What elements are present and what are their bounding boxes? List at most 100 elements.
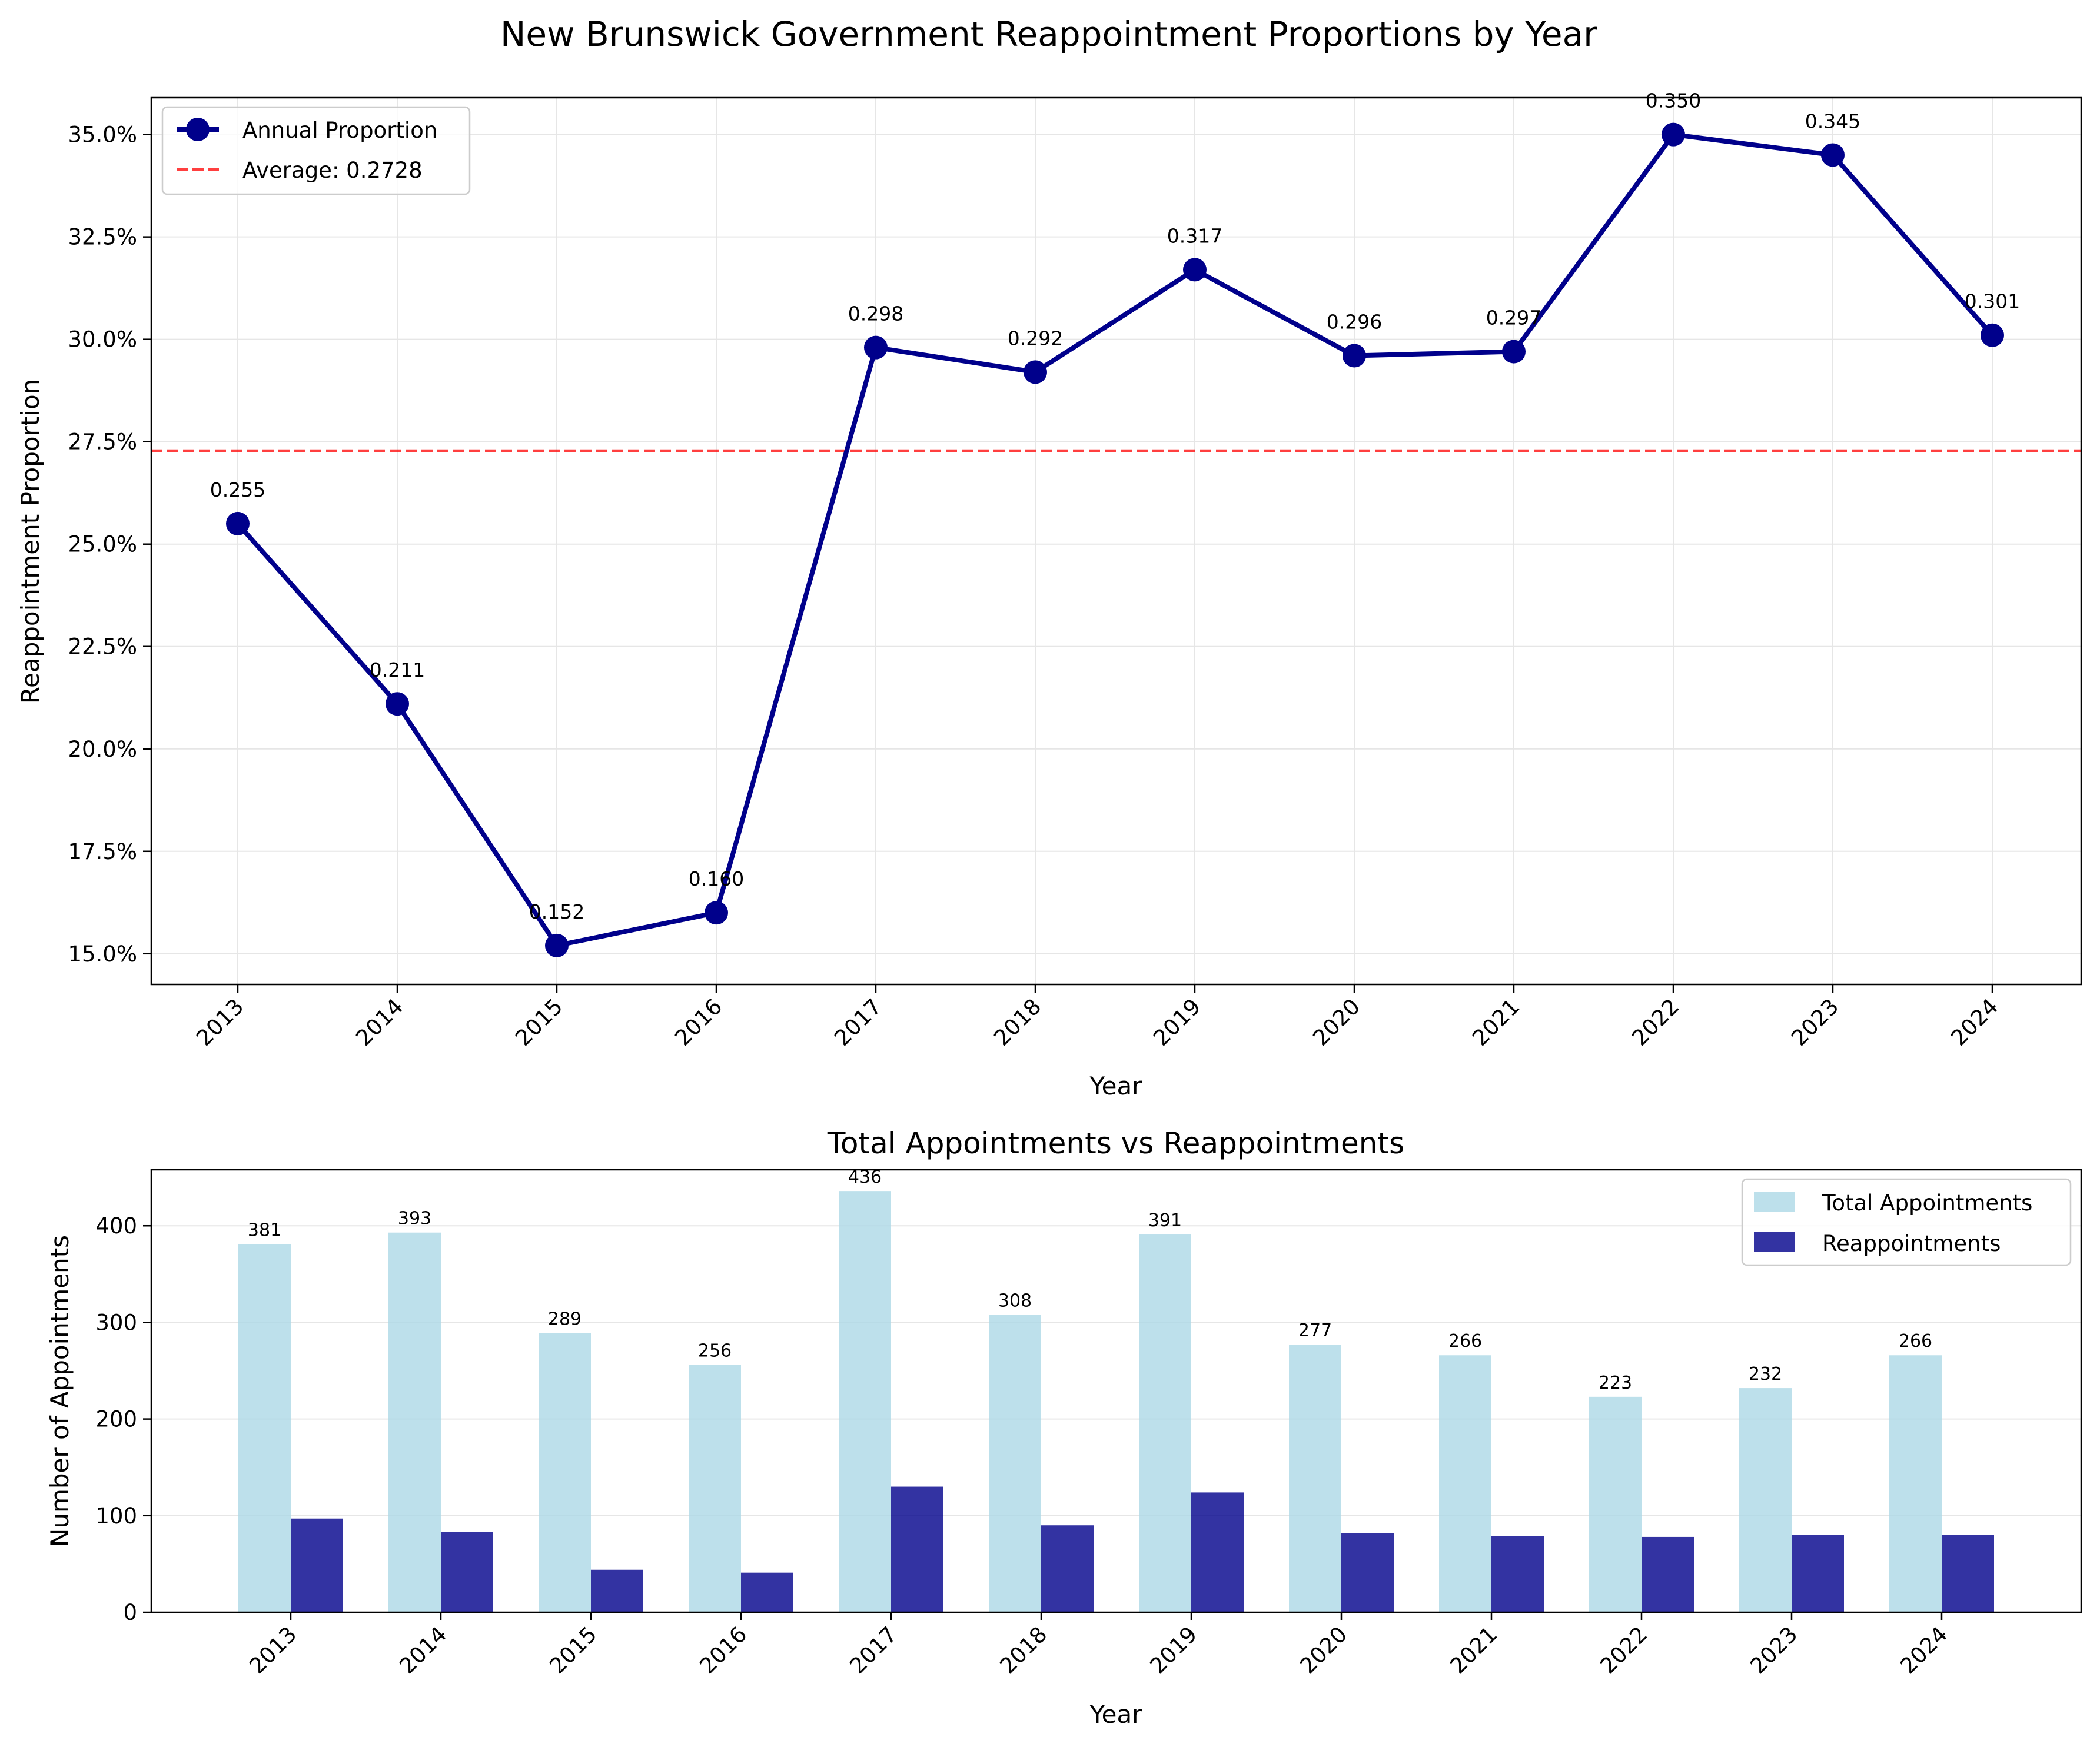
bar-x-tick-label: 2014	[394, 1622, 451, 1679]
proportion-y-tick-label: 30.0%	[68, 327, 137, 352]
reappointments-bar	[591, 1569, 643, 1612]
legend-average-label: Average: 0.2728	[242, 158, 423, 183]
appointments-bar-chart: Total Appointments vs Reappointments 381…	[45, 1126, 2082, 1729]
total-appointments-data-label: 289	[548, 1309, 582, 1329]
proportion-data-label: 0.345	[1805, 109, 1860, 132]
proportion-x-tick-label: 2022	[1627, 994, 1684, 1051]
total-appointments-bar	[1439, 1355, 1491, 1612]
bar-x-tick-label: 2017	[845, 1622, 902, 1679]
proportion-data-label: 0.296	[1327, 311, 1382, 334]
bar-legend-box	[1741, 1178, 2072, 1266]
proportion-x-ticks: 2013 2014 2015 2016 2017 2018 2019 2020 2021 2022…	[191, 984, 2003, 1051]
proportion-x-tick-label: 2013	[191, 994, 248, 1051]
proportion-point	[1502, 340, 1526, 364]
proportion-y-ticks: 15.0% 17.5% 20.0% 22.5% 25.0% 27.5% 30.0% 32.5%…	[68, 122, 151, 967]
total-appointments-bar	[1889, 1355, 1942, 1612]
total-appointments-bar	[1589, 1396, 1642, 1612]
reappointments-bar	[1792, 1535, 1844, 1612]
proportion-y-tick-label: 15.0%	[68, 941, 137, 967]
proportion-chart-grid	[151, 98, 2081, 984]
bar-x-tick-label: 2022	[1595, 1622, 1652, 1679]
reappointments-bar	[1191, 1492, 1244, 1612]
total-appointments-data-label: 381	[248, 1220, 281, 1240]
proportion-data-label: 0.292	[1008, 327, 1063, 350]
proportion-data-labels: 0.255 0.211 0.152 0.160 0.298 0.292 0.317 0.296…	[210, 89, 2020, 923]
legend-annual-proportion-marker	[186, 118, 210, 141]
bar-x-tick-label: 2018	[995, 1622, 1052, 1679]
proportion-y-axis-label: Reappointment Proportion	[16, 379, 45, 704]
total-appointments-bar	[1289, 1345, 1341, 1612]
total-appointments-bar	[238, 1244, 291, 1612]
bar-plot-frame	[150, 1169, 2082, 1613]
total-appointments-data-label: 223	[1599, 1373, 1632, 1393]
total-appointments-bar	[989, 1315, 1041, 1612]
proportion-data-label: 0.211	[370, 658, 425, 681]
proportion-data-label: 0.350	[1646, 89, 1701, 112]
proportion-y-tick-label: 35.0%	[68, 122, 137, 148]
proportion-x-tick-label: 2021	[1467, 994, 1524, 1051]
legend-total-appointments-swatch	[1754, 1192, 1795, 1212]
proportion-point	[1821, 143, 1845, 167]
bar-y-axis-label: Number of Appointments	[45, 1235, 74, 1547]
proportion-data-label: 0.317	[1167, 224, 1222, 247]
total-appointments-data-label: 308	[998, 1290, 1032, 1311]
total-appointments-data-label: 256	[698, 1341, 732, 1362]
reappointments-bar	[1491, 1536, 1544, 1612]
proportion-x-tick-label: 2024	[1946, 994, 2003, 1051]
bar-x-tick-label: 2015	[544, 1622, 602, 1679]
bar-x-tick-label: 2023	[1745, 1622, 1802, 1679]
proportion-x-tick-label: 2016	[670, 994, 727, 1051]
bar-chart-bars	[238, 1191, 1994, 1612]
proportion-x-tick-label: 2014	[351, 994, 408, 1051]
total-appointments-bar	[539, 1333, 591, 1612]
bar-x-tick-label: 2024	[1895, 1622, 1952, 1679]
proportion-point	[1343, 344, 1366, 368]
proportion-x-tick-label: 2018	[989, 994, 1046, 1051]
bar-x-tick-label: 2021	[1445, 1622, 1502, 1679]
bar-x-axis-label: Year	[1089, 1700, 1143, 1729]
bar-x-tick-label: 2019	[1145, 1622, 1202, 1679]
proportion-legend-box	[161, 106, 471, 195]
proportion-point	[705, 901, 728, 925]
reappointments-bar	[1041, 1525, 1094, 1612]
total-appointments-data-label: 266	[1899, 1331, 1932, 1352]
reappointments-bar	[891, 1486, 943, 1612]
proportion-point	[864, 335, 888, 360]
proportion-data-label: 0.301	[1965, 290, 2020, 313]
legend-annual-proportion-label: Annual Proportion	[242, 118, 437, 143]
total-appointments-data-label: 266	[1448, 1331, 1482, 1352]
proportion-x-tick-label: 2020	[1308, 994, 1365, 1051]
reappointments-bar	[291, 1518, 343, 1612]
proportion-x-tick-label: 2019	[1148, 994, 1205, 1051]
proportion-point	[1183, 258, 1207, 282]
proportion-plot-frame	[150, 96, 2082, 986]
proportion-point	[1981, 323, 2004, 347]
proportion-point	[386, 692, 409, 716]
legend-total-appointments-label: Total Appointments	[1822, 1190, 2032, 1216]
proportion-y-tick-label: 25.0%	[68, 532, 137, 557]
proportion-y-tick-label: 27.5%	[68, 430, 137, 455]
bar-x-tick-label: 2013	[244, 1622, 301, 1679]
bar-y-tick-label: 0	[123, 1600, 137, 1625]
proportion-y-tick-label: 17.5%	[68, 839, 137, 864]
total-appointments-bar	[388, 1232, 441, 1612]
proportion-points	[226, 122, 2004, 957]
proportion-x-tick-label: 2017	[829, 994, 886, 1051]
bar-y-tick-label: 300	[95, 1310, 137, 1335]
proportion-data-label: 0.152	[529, 900, 584, 923]
proportion-data-label: 0.298	[848, 302, 903, 325]
total-appointments-bar	[839, 1191, 891, 1612]
total-appointments-data-label: 277	[1298, 1320, 1332, 1341]
reappointments-bar	[741, 1572, 793, 1612]
proportion-y-tick-label: 20.0%	[68, 737, 137, 762]
bar-y-tick-label: 200	[95, 1407, 137, 1432]
proportion-point	[226, 511, 250, 535]
legend-reappointments-label: Reappointments	[1822, 1231, 2001, 1256]
proportion-point	[1024, 360, 1047, 384]
proportion-point	[1662, 122, 1685, 147]
bar-x-ticks: 2013 2014 2015 2016 2017 2018 2019 2020 2021 2022…	[244, 1612, 1952, 1679]
proportion-x-tick-label: 2015	[510, 994, 567, 1051]
figure-title: New Brunswick Government Reappointment P…	[500, 14, 1597, 54]
